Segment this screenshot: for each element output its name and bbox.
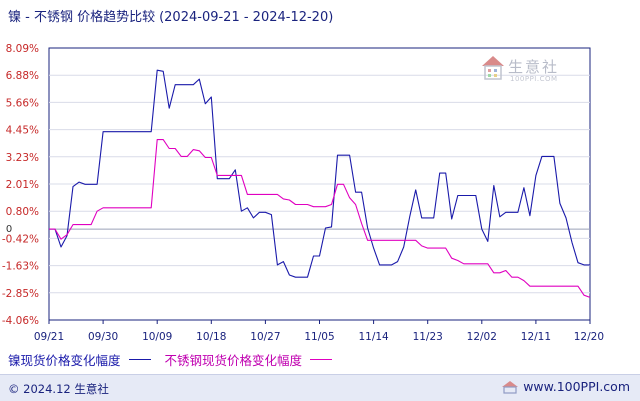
x-tick-label: 12/20 [574, 331, 604, 343]
legend-swatch-stainless [310, 359, 333, 360]
footer-bar: © 2024.12 生意社 www.100PPI.com [0, 374, 640, 401]
x-tick-label: 12/11 [521, 331, 551, 343]
watermark: 生意社 100PPI.COM [480, 54, 580, 88]
chart-title-range: (2024-09-21 - 2024-12-20) [159, 10, 334, 25]
footer-site[interactable]: www.100PPI.com [500, 379, 630, 394]
x-tick-label: 10/09 [142, 331, 172, 343]
house-logo-icon [482, 56, 504, 80]
x-tick-label: 11/23 [413, 331, 443, 343]
x-tick-label: 10/18 [196, 331, 226, 343]
y-tick-label: 8.09% [6, 43, 39, 55]
series-line-nickel [49, 69, 590, 278]
chart-plot: 8.09% 6.88% 5.66% 4.45% 3.23% 2.01% 0.80% -0.42… [2, 43, 604, 343]
chart-title-main: 镍 - 不锈钢 价格趋势比较 [8, 10, 156, 25]
y-tick-label: -1.63% [2, 261, 39, 273]
legend-swatch-nickel [128, 359, 151, 360]
watermark-text: 生意社 [508, 58, 560, 76]
footer-site-url[interactable]: www.100PPI.com [523, 379, 630, 394]
x-tick-label: 11/14 [358, 331, 389, 343]
legend-label-nickel: 镍现货价格变化幅度 [8, 353, 121, 368]
y-tick-label: 6.88% [6, 70, 39, 82]
y-tick-label: 3.23% [6, 152, 39, 164]
site-logo-icon [502, 380, 519, 394]
zero-label: 0 [6, 224, 12, 235]
legend-label-stainless: 不锈钢现货价格变化幅度 [164, 353, 303, 368]
y-tick-label: -2.85% [2, 288, 39, 300]
x-tick-label: 12/02 [467, 331, 497, 343]
x-tick-label: 09/30 [88, 331, 118, 343]
y-tick-label: 0.80% [6, 206, 39, 218]
footer-copyright: © 2024.12 生意社 [8, 382, 109, 396]
chart-title: 镍 - 不锈钢 价格趋势比较 (2024-09-21 - 2024-12-20) [8, 6, 333, 25]
y-tick-label: 2.01% [6, 179, 39, 191]
x-tick-label: 11/05 [304, 331, 334, 343]
legend: 镍现货价格变化幅度 不锈钢现货价格变化幅度 [8, 350, 346, 369]
legend-item-nickel: 镍现货价格变化幅度 [8, 350, 151, 369]
y-tick-label: -0.42% [2, 233, 39, 245]
watermark-sub: 100PPI.COM [510, 75, 558, 83]
x-tick-label: 10/27 [250, 331, 280, 343]
y-tick-label: 5.66% [6, 97, 39, 109]
y-tick-label: -4.06% [2, 315, 39, 327]
legend-item-stainless: 不锈钢现货价格变化幅度 [165, 350, 333, 369]
x-tick-label: 09/21 [34, 331, 64, 343]
series-line-stainless [49, 139, 591, 298]
y-tick-label: 4.45% [6, 125, 39, 137]
